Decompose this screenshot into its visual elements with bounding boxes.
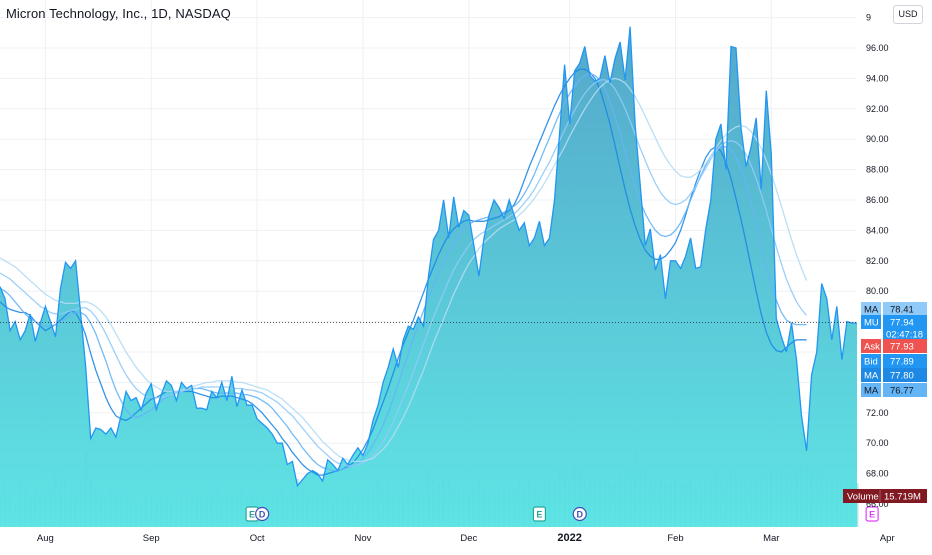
- price-tag-countdown: 02:47:18: [886, 330, 923, 341]
- moving-average-line-2: [0, 73, 807, 472]
- event-marker-dividend[interactable]: D: [572, 506, 587, 522]
- price-tag-ma: MA 76.77: [861, 383, 927, 397]
- moving-average-line-4: [0, 77, 808, 463]
- y-tick-label: 66.00: [866, 499, 889, 509]
- price-tag-value: 77.94: [890, 318, 914, 329]
- y-tick-label: 82.00: [866, 256, 889, 266]
- price-tag-value: 77.80: [890, 371, 914, 382]
- y-tick-label: 94.00: [866, 73, 889, 83]
- price-tag-label-bg: [861, 339, 881, 353]
- price-tag-label: MA: [864, 386, 879, 397]
- price-tag-value: 76.77: [890, 386, 914, 397]
- y-tick-label: 68.00: [866, 469, 889, 479]
- chart-title: Micron Technology, Inc., 1D, NASDAQ: [6, 6, 231, 21]
- x-tick-label: Dec: [460, 533, 477, 544]
- y-tick-label: 84.00: [866, 225, 889, 235]
- price-tag-value-bg: [883, 368, 927, 382]
- x-tick-label: Feb: [667, 533, 683, 544]
- moving-averages: [0, 68, 808, 476]
- event-marker-earnings[interactable]: E: [532, 506, 547, 522]
- price-tag-ma: MA 77.80: [861, 368, 927, 382]
- y-tick-label: 96.00: [866, 43, 889, 53]
- x-tick-label: 2022: [557, 532, 581, 544]
- earnings-icon: [865, 506, 879, 522]
- volume-tag-bg: [843, 489, 927, 503]
- price-tag-value-bg: [883, 315, 927, 341]
- moving-average-line-3: [0, 79, 808, 467]
- price-line: [0, 26, 857, 488]
- y-tick-label: 90.00: [866, 134, 889, 144]
- price-tag-value-bg: [883, 383, 927, 397]
- price-tag-value-bg: [883, 354, 927, 368]
- y-tick-label: 80.00: [866, 286, 889, 296]
- earnings-icon: [532, 506, 547, 522]
- y-tick-label: 70.00: [866, 438, 889, 448]
- volume-tag-value: 15.719M: [884, 492, 921, 503]
- price-tag-ask: Ask 77.93: [861, 339, 927, 353]
- price-tag-label-bg: [861, 354, 881, 368]
- price-line-path: [0, 26, 857, 488]
- price-tag-label: MA: [864, 305, 879, 316]
- event-marker-letter: D: [576, 510, 583, 520]
- price-tag-label-bg: [861, 368, 881, 382]
- price-tag-label-bg: [861, 315, 881, 329]
- price-tag-value: 77.93: [890, 342, 914, 353]
- event-marker-letter: E: [249, 510, 255, 520]
- moving-average-line-1: [0, 68, 807, 476]
- x-tick-label: Aug: [37, 533, 54, 544]
- y-tick-label: 88.00: [866, 165, 889, 175]
- x-axis: Aug Sep Oct Nov Dec 2022 Feb Mar Apr: [37, 532, 895, 544]
- event-marker-letter: D: [259, 510, 266, 520]
- price-tag-label: MU: [864, 318, 879, 329]
- price-tag-ma: MA 78.41: [861, 302, 927, 316]
- dividend-icon: [572, 506, 587, 522]
- dividend-icon: [255, 506, 270, 522]
- y-tick-label: 86.00: [866, 195, 889, 205]
- price-tag-label-bg: [861, 383, 881, 397]
- price-tag-label-bg: [861, 302, 881, 316]
- y-tick-label: 92.00: [866, 104, 889, 114]
- volume-tag-label: Volume: [847, 492, 879, 503]
- price-tag-label: Ask: [864, 342, 880, 353]
- price-tag-value: 78.41: [890, 305, 914, 316]
- event-marker-dividend[interactable]: D: [255, 506, 270, 522]
- y-tick-label: 9: [866, 13, 871, 23]
- y-axis: 66.00 68.00 70.00 72.00 80.00 82.00 84.00 86.00…: [866, 13, 889, 509]
- event-marker-earnings-upcoming[interactable]: E: [865, 506, 879, 522]
- price-tag-value-bg: [883, 302, 927, 316]
- price-tag-label: Bid: [864, 357, 878, 368]
- x-tick-label: Sep: [143, 533, 160, 544]
- x-tick-label: Mar: [763, 533, 779, 544]
- event-marker-letter: E: [869, 510, 875, 520]
- x-tick-label: Nov: [355, 533, 372, 544]
- volume-tag: Volume 15.719M: [843, 489, 927, 503]
- price-tag-bid: Bid 77.89: [861, 354, 927, 368]
- price-tag-label: MA: [864, 371, 879, 382]
- price-tag-value-bg: [883, 339, 927, 353]
- y-tick-label: 72.00: [866, 408, 889, 418]
- price-tag-value: 77.89: [890, 357, 914, 368]
- currency-button[interactable]: USD: [893, 5, 923, 24]
- x-tick-label: Oct: [250, 533, 265, 544]
- event-marker-letter: E: [536, 510, 542, 520]
- x-tick-label: Apr: [880, 533, 895, 544]
